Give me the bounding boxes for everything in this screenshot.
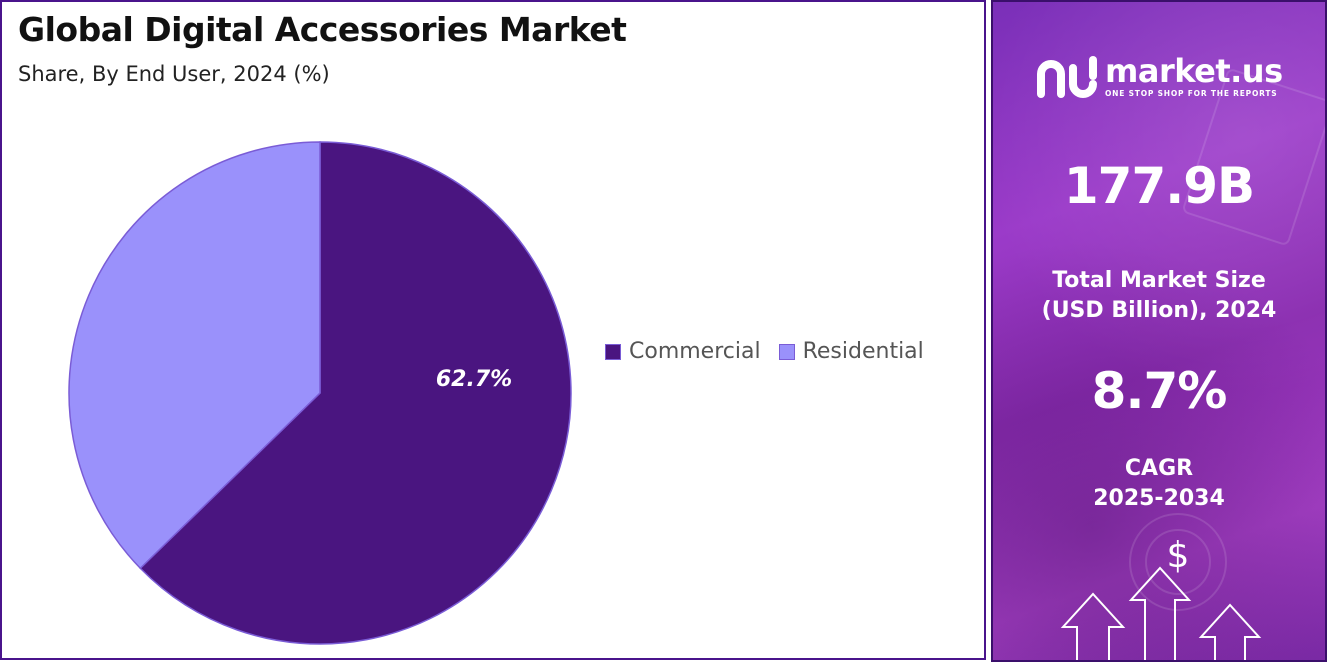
legend-label-commercial: Commercial [629,339,761,364]
cagr-label-line2: 2025-2034 [1093,486,1225,511]
legend-swatch-commercial [605,343,621,360]
up-arrow-icon [1060,566,1262,660]
pie-slice-commercial [139,141,572,645]
market-us-logo-icon [1037,56,1097,98]
pie-chart: 62.7% [68,141,572,645]
decorative-background: $ [1060,69,1325,660]
chart-title: Global Digital Accessories Market [18,10,627,49]
market-size-value: 177.9B [1063,157,1255,215]
brand-tagline: ONE STOP SHOP FOR THE REPORTS [1105,88,1278,98]
legend-swatch-residential [778,343,795,360]
cagr-label-line1: CAGR [1124,456,1194,481]
brand-name: market.us [1105,51,1283,90]
legend-label-residential: Residential [802,339,924,364]
chart-legend: Commercial Residential [605,339,942,364]
dollar-sign-icon: $ [1167,535,1190,576]
legend-item-residential: Residential [778,339,924,364]
market-size-label-line2: (USD Billion), 2024 [1041,298,1277,323]
market-size-label-line1: Total Market Size [1052,268,1266,293]
pie-slice-residential [68,141,321,570]
legend-item-commercial: Commercial [605,339,761,364]
cagr-value: 8.7% [1091,362,1228,420]
brand-logo: market.us ONE STOP SHOP FOR THE REPORTS [1033,50,1283,102]
data-label-commercial: 62.7% [436,367,512,392]
panel-background-overlay [993,2,1325,660]
chart-subtitle: Share, By End User, 2024 (%) [18,62,330,86]
chart-panel: Global Digital Accessories Market Share,… [0,0,986,660]
market-summary-panel: $ market.us ONE STOP SHOP FOR THE REPORT… [991,0,1327,662]
